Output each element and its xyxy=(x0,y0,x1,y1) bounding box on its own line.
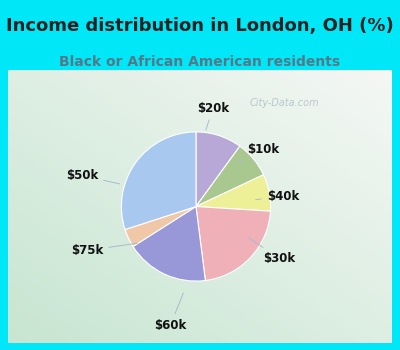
Text: Income distribution in London, OH (%): Income distribution in London, OH (%) xyxy=(6,18,394,35)
Wedge shape xyxy=(196,132,240,206)
Wedge shape xyxy=(122,132,196,230)
Wedge shape xyxy=(133,206,205,281)
Text: $40k: $40k xyxy=(256,190,299,203)
Text: $20k: $20k xyxy=(197,102,229,130)
Text: City-Data.com: City-Data.com xyxy=(250,98,319,108)
Wedge shape xyxy=(125,206,196,246)
Text: $30k: $30k xyxy=(249,238,295,265)
Text: $10k: $10k xyxy=(239,143,280,162)
Text: $60k: $60k xyxy=(154,293,186,332)
Text: Black or African American residents: Black or African American residents xyxy=(60,55,340,69)
Wedge shape xyxy=(196,146,264,206)
Text: $50k: $50k xyxy=(66,169,120,184)
Wedge shape xyxy=(196,175,270,211)
Text: $75k: $75k xyxy=(71,243,138,257)
Wedge shape xyxy=(196,206,270,280)
